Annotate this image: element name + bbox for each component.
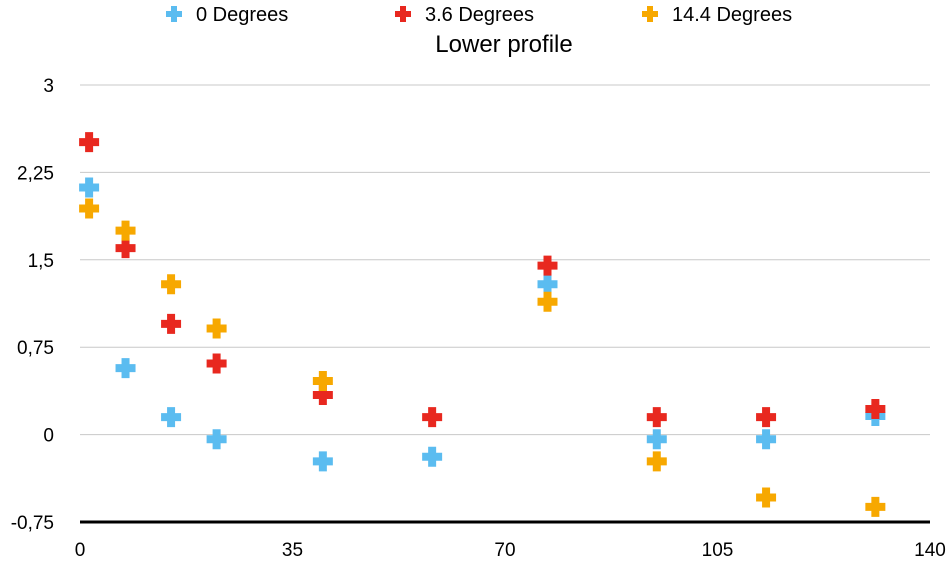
data-points <box>79 132 886 517</box>
data-point <box>161 274 182 295</box>
data-point <box>537 291 558 312</box>
data-point <box>756 487 777 508</box>
data-point <box>312 451 333 472</box>
data-point <box>646 407 667 428</box>
y-tick-label: 0 <box>43 426 54 447</box>
data-point <box>312 370 333 391</box>
chart-title: Lower profile <box>435 31 572 58</box>
series-0 <box>79 177 886 472</box>
data-point <box>537 274 558 295</box>
data-point <box>206 429 227 450</box>
data-point <box>865 398 886 419</box>
legend-label: 0 Degrees <box>196 4 288 26</box>
y-tick-label: 2,25 <box>17 163 54 184</box>
data-point <box>79 198 100 219</box>
data-point <box>422 446 443 467</box>
legend-label: 3.6 Degrees <box>425 4 534 26</box>
data-point <box>115 358 136 379</box>
x-tick-label: 0 <box>75 540 86 561</box>
data-point <box>115 238 136 259</box>
data-point <box>865 496 886 517</box>
data-point <box>79 132 100 153</box>
x-tick-label: 70 <box>494 540 515 561</box>
data-point <box>161 313 182 334</box>
legend-label: 14.4 Degrees <box>672 4 792 26</box>
data-point <box>206 353 227 374</box>
data-point <box>646 451 667 472</box>
series-1 <box>79 132 886 428</box>
x-tick-label: 140 <box>914 540 946 561</box>
y-tick-label: 0,75 <box>17 338 54 359</box>
data-point <box>422 407 443 428</box>
data-point <box>537 255 558 276</box>
y-tick-label: 3 <box>43 76 54 97</box>
data-point <box>756 429 777 450</box>
x-tick-label: 35 <box>282 540 303 561</box>
legend-marker <box>395 6 411 22</box>
y-tick-labels: -0,75 0 0,75 1,5 2,25 3 <box>11 76 54 534</box>
data-point <box>115 220 136 241</box>
legend-marker <box>642 6 658 22</box>
data-point <box>756 407 777 428</box>
grid-lines <box>80 84 930 436</box>
legend-marker <box>166 6 182 22</box>
legend: 0 Degrees 3.6 Degrees 14.4 Degrees <box>166 4 792 26</box>
data-point <box>206 318 227 339</box>
data-point <box>312 384 333 405</box>
x-tick-labels: 0 35 70 105 140 <box>75 540 946 561</box>
y-tick-label: 1,5 <box>28 251 54 272</box>
data-point <box>646 429 667 450</box>
y-tick-label: -0,75 <box>11 513 54 534</box>
data-point <box>161 407 182 428</box>
data-point <box>79 177 100 198</box>
x-tick-label: 105 <box>702 540 734 561</box>
series-2 <box>79 198 886 517</box>
